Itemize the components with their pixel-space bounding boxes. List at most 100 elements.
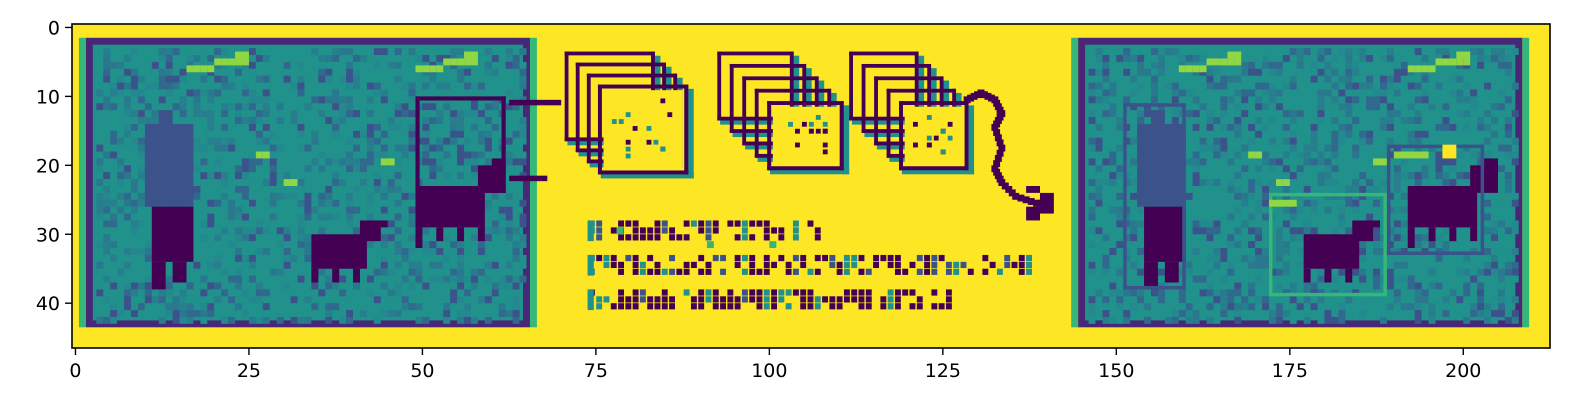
panel-texture (491, 123, 499, 131)
panel-texture (1317, 89, 1325, 97)
feature-map (597, 84, 689, 89)
panel-texture (457, 117, 465, 124)
panel-texture (353, 206, 360, 214)
caption-pixel (1018, 268, 1025, 275)
panel-texture (255, 220, 263, 228)
panel-texture (1296, 241, 1304, 249)
panel-texture (1213, 82, 1221, 90)
panel-texture (1227, 268, 1235, 276)
panel-texture (248, 123, 256, 131)
panel-texture (1123, 96, 1131, 104)
panel-texture (1463, 55, 1471, 62)
panel-texture (1241, 158, 1249, 166)
sky-highlight (235, 51, 249, 59)
panel-texture (151, 110, 159, 118)
panel-texture (1380, 123, 1387, 131)
caption-pixel (807, 289, 814, 296)
panel-texture (1324, 61, 1332, 69)
panel-texture (1227, 234, 1235, 242)
panel-texture (1151, 48, 1158, 56)
panel-texture (1331, 137, 1339, 145)
panel-texture (290, 192, 298, 200)
panel-texture (1282, 186, 1290, 193)
panel-texture (415, 55, 423, 62)
panel-texture (1102, 303, 1110, 311)
panel-texture (311, 303, 319, 311)
caption-pixel (654, 227, 661, 234)
heatmap-image (72, 24, 1550, 348)
speck (1275, 179, 1283, 186)
panel-texture (1511, 220, 1519, 228)
panel-texture (221, 48, 229, 56)
panel-texture (235, 227, 243, 235)
arrow (994, 154, 1002, 162)
panel-texture (1511, 248, 1519, 255)
caption-pixel (690, 303, 697, 310)
panel-texture (1151, 310, 1158, 317)
panel-texture (290, 137, 298, 145)
panel-texture (290, 289, 298, 297)
panel-texture (1116, 303, 1124, 311)
dog (373, 220, 388, 228)
panel-texture (179, 103, 187, 111)
panel-texture (1407, 172, 1415, 180)
panel-texture (207, 110, 215, 118)
panel-texture (1095, 186, 1103, 193)
panel-texture (512, 282, 520, 290)
panel-texture (103, 172, 111, 180)
caption-pixel (698, 296, 705, 303)
panel-texture (1144, 316, 1152, 324)
panel-texture (1289, 82, 1297, 90)
panel-texture (1504, 55, 1512, 62)
panel-texture (505, 213, 513, 221)
panel-texture (422, 110, 430, 118)
panel-texture (235, 82, 243, 90)
panel-texture (1317, 296, 1325, 304)
panel-texture (172, 303, 180, 311)
panel-texture (269, 296, 277, 304)
panel-texture (130, 48, 138, 56)
x-tick-label: 100 (751, 360, 787, 382)
panel-texture (470, 151, 478, 159)
panel-texture (207, 199, 215, 207)
panel-texture (1331, 55, 1339, 62)
panel-texture (1491, 254, 1498, 262)
panel-texture (1449, 75, 1457, 83)
panel-texture (130, 137, 138, 145)
panel-texture (1206, 144, 1214, 152)
sky-highlight (1206, 58, 1214, 66)
panel-texture (103, 220, 111, 228)
panel-texture (1511, 48, 1519, 56)
panel-texture (269, 144, 277, 152)
panel-texture (297, 261, 305, 269)
panel-texture (1345, 75, 1353, 83)
panel-texture (1255, 117, 1263, 124)
panel-texture (1477, 117, 1485, 124)
caption-pixel (785, 289, 792, 296)
panel-texture (1373, 282, 1380, 290)
panel-texture (353, 68, 360, 76)
panel-texture (1130, 234, 1138, 242)
panel-texture (1477, 268, 1485, 276)
panel-texture (297, 130, 305, 138)
panel-texture (519, 199, 527, 207)
panel-texture (1234, 303, 1242, 311)
panel-texture (311, 158, 319, 166)
panel-texture (269, 213, 277, 221)
feature-map-dot (926, 115, 932, 120)
panel-texture (103, 206, 111, 214)
panel-texture (221, 316, 229, 324)
caption-pixel (814, 303, 821, 310)
panel-texture (1268, 117, 1276, 124)
panel-texture (512, 227, 520, 235)
panel-texture (491, 68, 499, 76)
caption-pixel (632, 303, 639, 310)
arrow (998, 144, 1006, 152)
sky-highlight (1227, 58, 1235, 66)
panel-texture (172, 82, 180, 90)
horse (1407, 186, 1478, 228)
panel-texture (1331, 275, 1339, 283)
panel-texture (124, 96, 131, 104)
panel-texture (505, 55, 513, 62)
panel-texture (110, 103, 118, 111)
